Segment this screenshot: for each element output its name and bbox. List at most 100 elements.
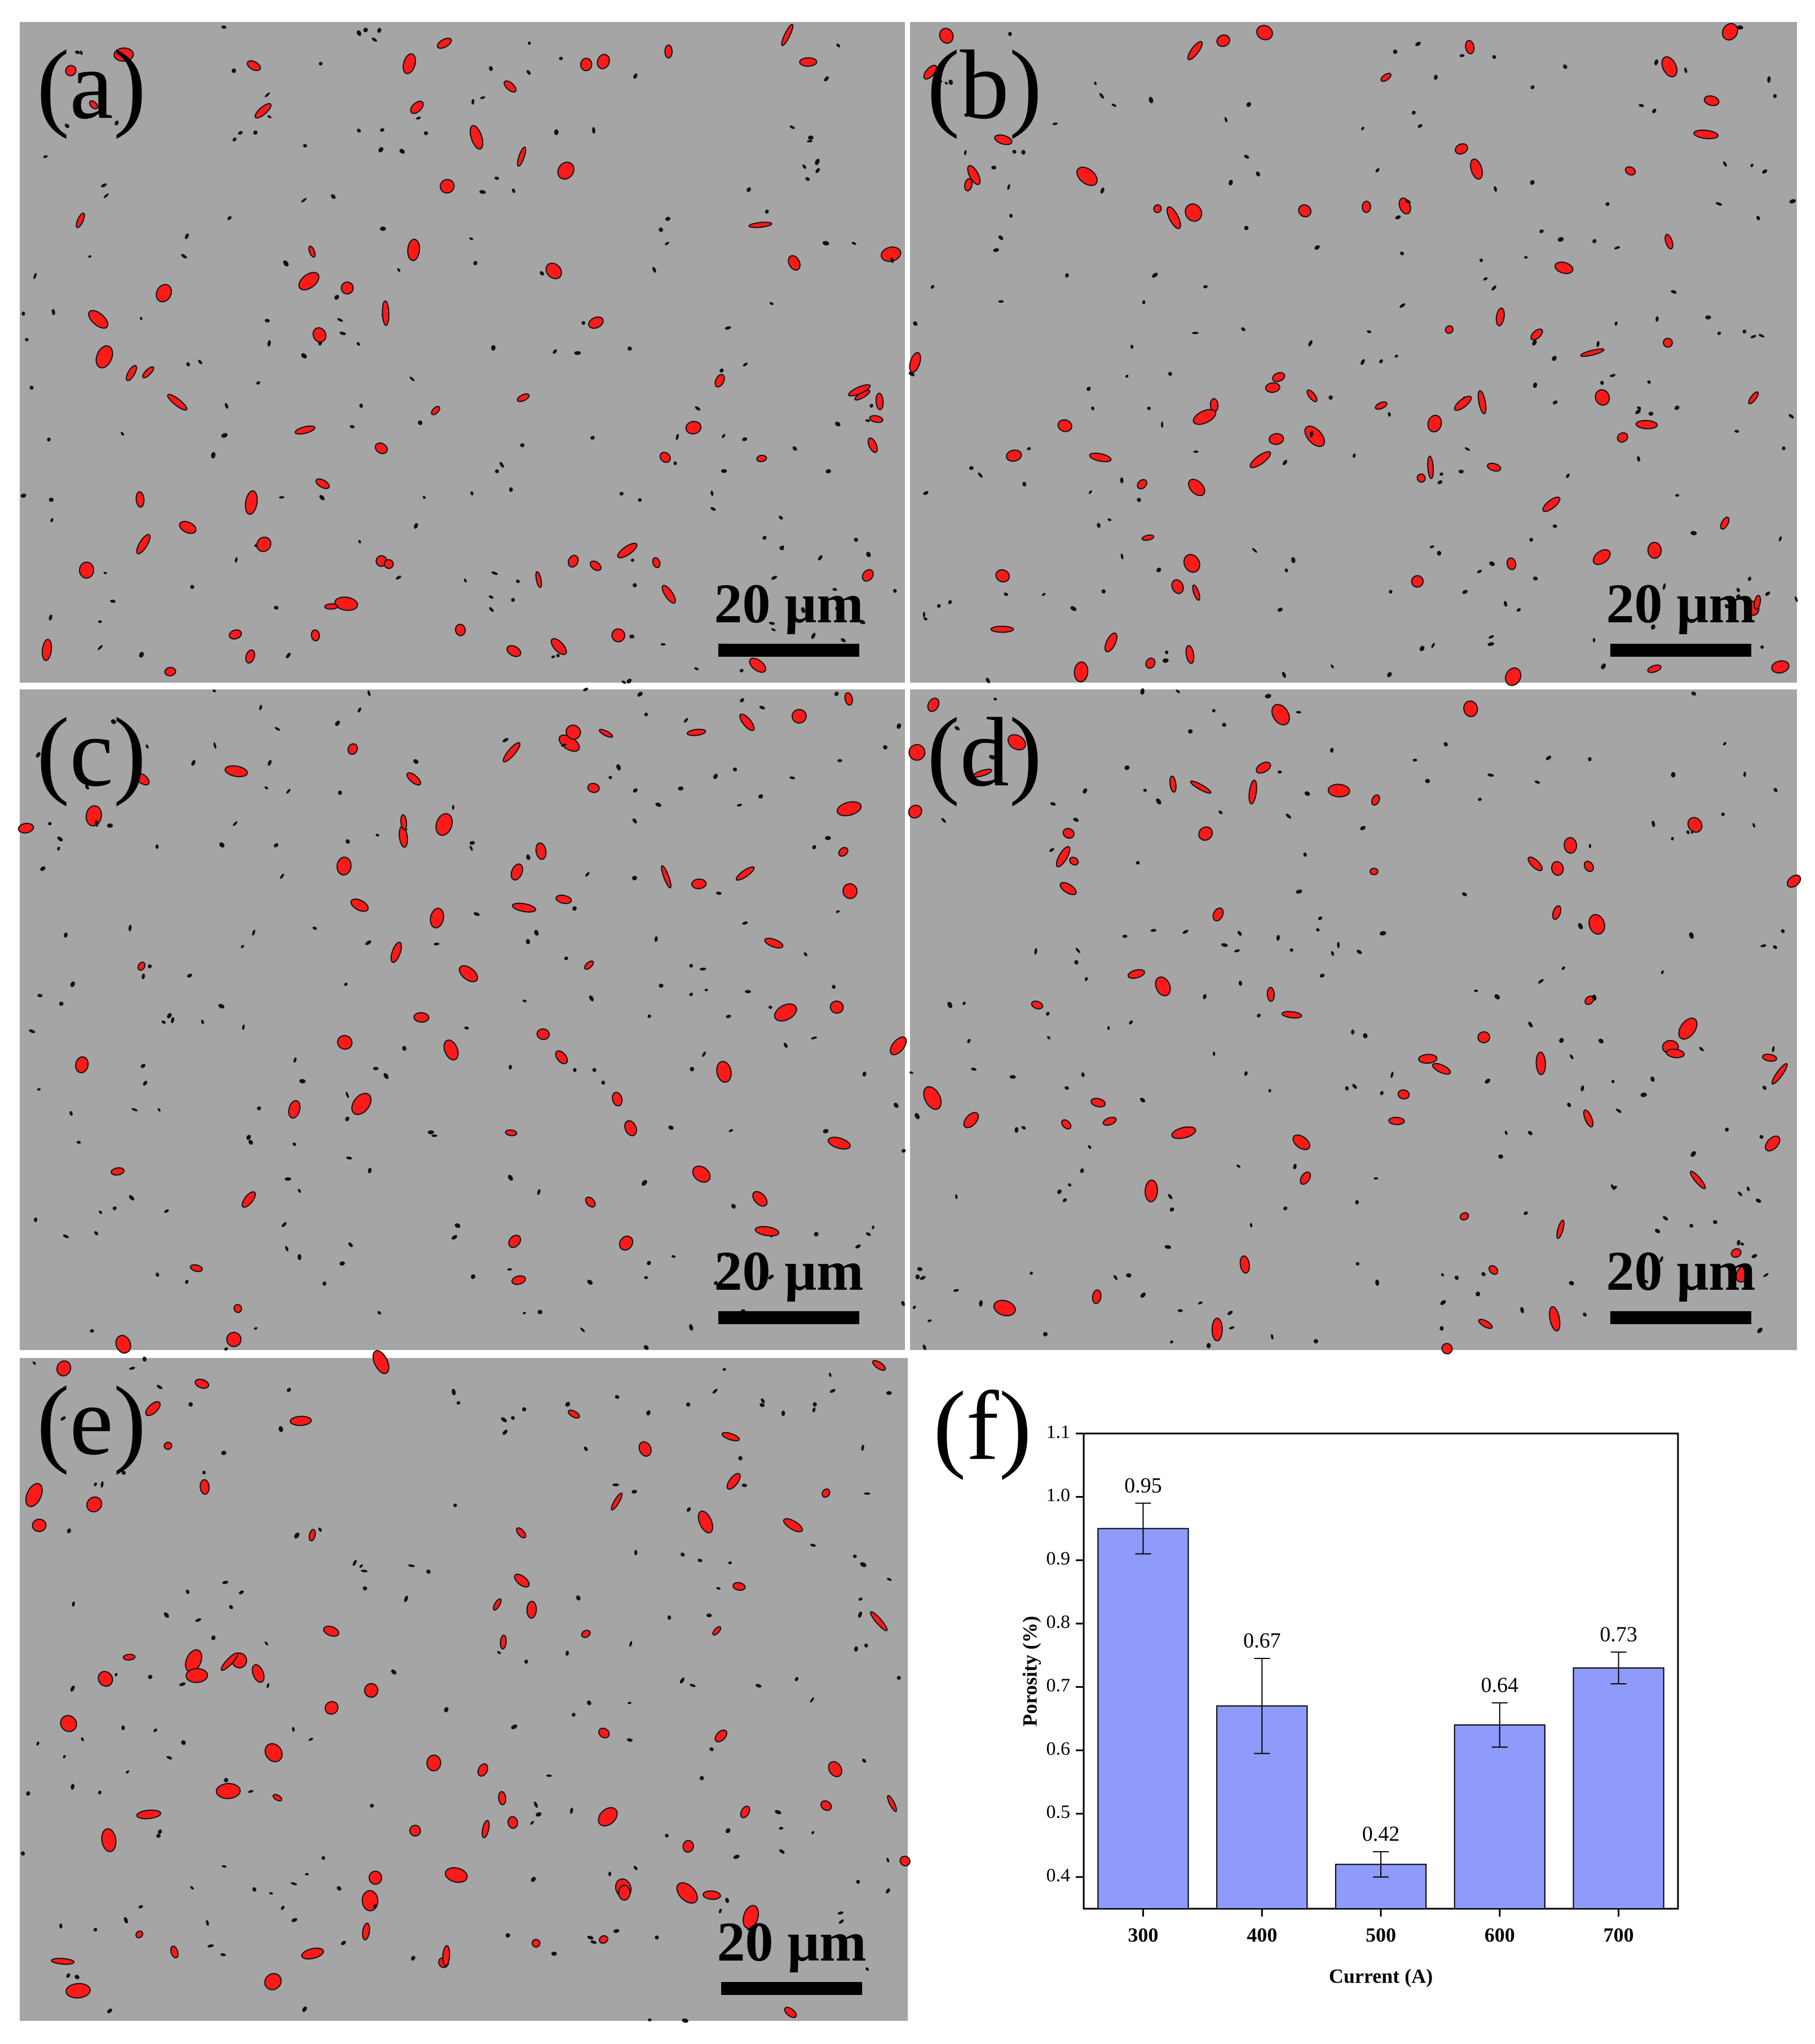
pore [507, 1816, 518, 1829]
error-bar [1254, 1658, 1270, 1754]
pore-dot [1655, 1228, 1661, 1233]
pore-dot [345, 1116, 350, 1121]
pore-dot [742, 921, 748, 925]
pore-dot [361, 1569, 368, 1573]
pore [504, 80, 517, 93]
pore-dot [619, 492, 624, 496]
pore-dot [886, 1857, 890, 1862]
pore [1268, 433, 1284, 445]
pore [1171, 1126, 1196, 1139]
pore-dot [142, 973, 145, 980]
pore-dot [29, 386, 34, 390]
pore-dot [937, 604, 941, 608]
pore [927, 697, 940, 712]
pore-dot [725, 1897, 729, 1903]
pore-dot [1244, 1071, 1248, 1076]
pore-dot [1236, 1164, 1241, 1168]
pore [439, 179, 455, 194]
pore-dot [283, 260, 289, 267]
pore-dot [815, 168, 820, 173]
pore-dot [218, 1003, 225, 1008]
pore [1104, 632, 1118, 653]
pore-dot [954, 726, 960, 731]
pore-dot [1425, 778, 1430, 784]
pore [1549, 1306, 1561, 1332]
pore [442, 1945, 451, 1967]
pore [122, 1653, 136, 1661]
panel-label: (c) [37, 697, 146, 807]
pore-dot [356, 342, 360, 346]
pore [135, 491, 145, 508]
pore-dot [1126, 1273, 1132, 1278]
pore-dot [1314, 245, 1320, 250]
pore-dot [232, 137, 237, 141]
pore [136, 534, 151, 555]
pore [511, 1275, 526, 1285]
pore-dot [1052, 122, 1058, 125]
pore-dot [1552, 524, 1557, 528]
pore-dot [559, 56, 563, 60]
pore-dot [1662, 583, 1666, 590]
pore-dot [1304, 791, 1310, 796]
pore-dot [479, 190, 486, 194]
pore [799, 57, 818, 67]
pore-dot [1009, 214, 1013, 218]
pore [788, 255, 801, 271]
pore-dot [1690, 830, 1694, 834]
pore-dot [227, 216, 232, 220]
pore-dot [716, 891, 722, 895]
pore-dot [1393, 49, 1398, 54]
pore-dot [1073, 817, 1079, 822]
pore-dot [1596, 340, 1600, 347]
pore-dot [612, 1483, 619, 1486]
pore [1190, 780, 1212, 794]
pore [241, 1191, 256, 1208]
pore-dot [1330, 747, 1334, 753]
pore [444, 1867, 468, 1883]
pore [1183, 554, 1200, 573]
pore-dot [344, 983, 348, 986]
pore-dot [164, 1209, 169, 1213]
pore [1211, 1317, 1223, 1342]
pore-dot [1150, 928, 1156, 932]
pore-dot [1164, 1245, 1172, 1249]
pore-dot [34, 1217, 38, 1222]
pore-dot [1454, 1275, 1459, 1280]
pore-dot [811, 1036, 818, 1039]
pore-dot [471, 1274, 476, 1279]
micrograph-background [910, 689, 1797, 1350]
pore-dot [397, 268, 400, 272]
pore-dot [810, 1543, 816, 1547]
panel-label: (f) [933, 1371, 1032, 1480]
pore-dot [1176, 689, 1180, 693]
pore [714, 1729, 727, 1742]
pore-dot [47, 437, 51, 442]
pore [337, 1035, 353, 1050]
pore [264, 1743, 283, 1763]
pore-dot [1600, 381, 1604, 385]
pore-dot [85, 785, 89, 790]
pore-dot [93, 1927, 98, 1932]
pore-dot [505, 1933, 510, 1938]
pore-dot [866, 551, 871, 558]
scale-bar [718, 1311, 859, 1324]
pore-dot [188, 1402, 193, 1407]
pore-dot [704, 988, 708, 992]
pore-dot [1380, 1091, 1384, 1095]
pore-dot [129, 60, 133, 65]
pore-dot [43, 155, 48, 158]
pore-dot [864, 1492, 871, 1495]
pore [1418, 1054, 1438, 1064]
pore [1786, 874, 1801, 888]
pore-dot [865, 419, 871, 422]
pore [1272, 372, 1286, 382]
pore-dot [1313, 1339, 1318, 1344]
pore-dot [64, 932, 68, 938]
pore-dot [1355, 1262, 1359, 1266]
pore-dot [1360, 826, 1366, 830]
pore-dot [1723, 161, 1727, 167]
pore-dot [643, 1345, 649, 1350]
pore-dot [632, 1489, 637, 1494]
pore-dot [1650, 624, 1655, 630]
pore-dot [1724, 604, 1729, 609]
